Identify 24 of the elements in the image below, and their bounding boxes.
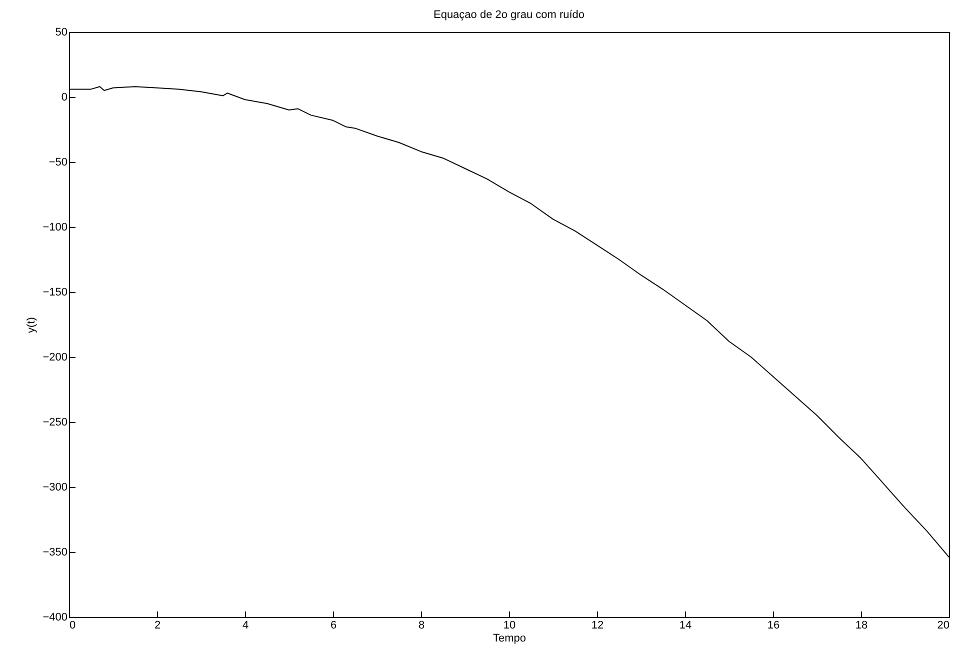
chart-title: Equaçao de 2o grau com ruído — [433, 9, 585, 21]
x-tick-label: 2 — [154, 620, 161, 632]
y-tick-label: −350 — [42, 546, 68, 558]
y-axis-title: y(t) — [26, 317, 38, 333]
y-tick-label: 50 — [55, 26, 68, 38]
x-tick-label: 0 — [70, 620, 76, 632]
x-tick-label: 20 — [937, 620, 950, 632]
x-tick-label: 12 — [591, 620, 604, 632]
x-tick-label: 8 — [418, 620, 425, 632]
y-tick-label: −400 — [42, 612, 68, 624]
y-tick-label: −200 — [42, 352, 68, 364]
y-tick-label: −50 — [48, 156, 68, 168]
y-tick-label: 0 — [61, 92, 68, 104]
x-tick-label: 4 — [242, 620, 249, 632]
x-tick-label: 10 — [503, 620, 516, 632]
y-tick-label: −250 — [42, 416, 68, 428]
y-tick-label: −300 — [42, 482, 68, 494]
y-tick-label: −150 — [42, 286, 68, 298]
x-tick-label: 6 — [330, 620, 337, 632]
x-axis-title: Tempo — [492, 632, 526, 644]
y-tick-label: −100 — [42, 222, 68, 234]
x-tick-label: 14 — [679, 620, 692, 632]
x-tick-label: 18 — [855, 620, 868, 632]
x-tick-label: 16 — [767, 620, 780, 632]
